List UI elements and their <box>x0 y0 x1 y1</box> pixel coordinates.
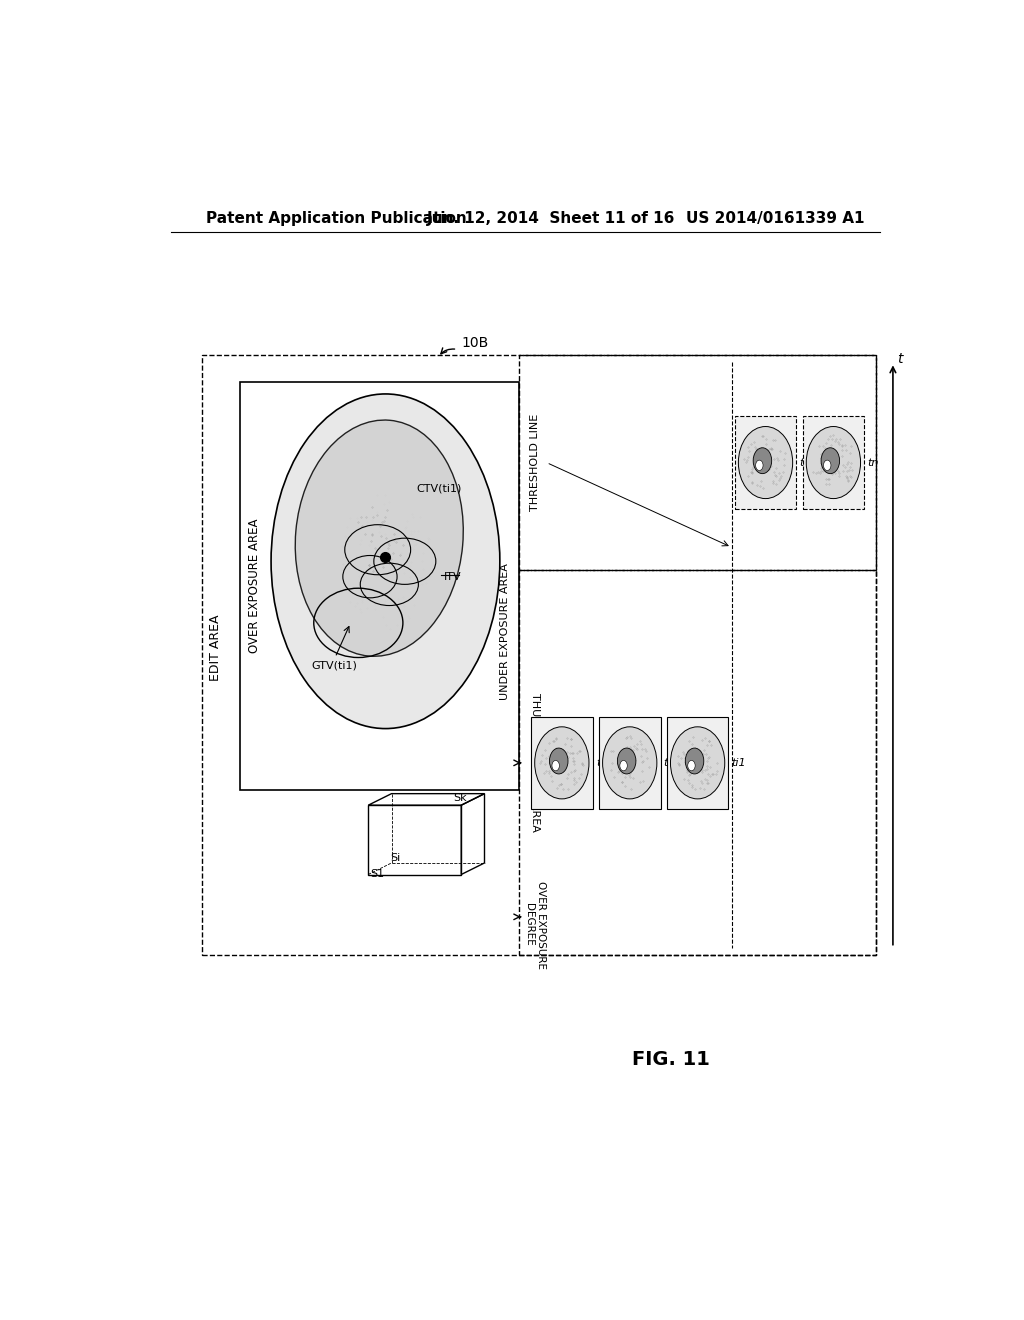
Ellipse shape <box>535 727 589 799</box>
Bar <box>734 416 797 508</box>
Text: t2: t2 <box>664 758 675 768</box>
Text: UNDER EXPOSURE AREA: UNDER EXPOSURE AREA <box>501 564 510 701</box>
Text: ti1: ti1 <box>731 758 746 768</box>
Ellipse shape <box>738 426 793 499</box>
Ellipse shape <box>823 461 830 470</box>
Bar <box>667 717 728 809</box>
Text: EDIT AREA: EDIT AREA <box>209 614 222 681</box>
Text: ITV: ITV <box>443 572 461 582</box>
Bar <box>519 570 876 956</box>
Text: US 2014/0161339 A1: US 2014/0161339 A1 <box>686 211 864 226</box>
Text: t1: t1 <box>596 758 607 768</box>
Text: Jun. 12, 2014  Sheet 11 of 16: Jun. 12, 2014 Sheet 11 of 16 <box>426 211 675 226</box>
Ellipse shape <box>806 426 860 499</box>
Text: FIG. 11: FIG. 11 <box>632 1049 710 1069</box>
Ellipse shape <box>550 748 568 774</box>
Ellipse shape <box>821 447 840 474</box>
Text: 10B: 10B <box>461 337 488 350</box>
Bar <box>202 355 876 956</box>
Ellipse shape <box>756 461 763 470</box>
Text: THUMBNAIL IMAGE AREA: THUMBNAIL IMAGE AREA <box>529 693 540 833</box>
Text: GTV(ti1): GTV(ti1) <box>312 660 357 671</box>
Text: OVER EXPOSURE AREA: OVER EXPOSURE AREA <box>248 519 261 653</box>
Ellipse shape <box>552 760 559 771</box>
Ellipse shape <box>295 420 463 656</box>
Text: Sk: Sk <box>454 793 467 804</box>
Ellipse shape <box>602 727 656 799</box>
Bar <box>519 355 876 570</box>
Text: OVER EXPOSURE
DEGREE: OVER EXPOSURE DEGREE <box>524 880 546 969</box>
Text: ti1+1: ti1+1 <box>800 458 830 467</box>
Text: tn: tn <box>867 458 879 467</box>
Text: THRESHOLD LINE: THRESHOLD LINE <box>529 414 540 511</box>
Ellipse shape <box>620 760 628 771</box>
Text: Si: Si <box>390 853 400 863</box>
Bar <box>241 381 519 789</box>
Text: Patent Application Publication: Patent Application Publication <box>206 211 466 226</box>
Text: t: t <box>897 351 902 366</box>
Text: CTV(ti1): CTV(ti1) <box>417 483 462 494</box>
Ellipse shape <box>271 393 500 729</box>
Ellipse shape <box>685 748 703 774</box>
Ellipse shape <box>754 447 772 474</box>
Text: S1: S1 <box>370 869 384 879</box>
Bar <box>599 717 660 809</box>
Bar <box>803 416 864 508</box>
Ellipse shape <box>671 727 725 799</box>
Ellipse shape <box>688 760 695 771</box>
Bar <box>531 717 593 809</box>
Ellipse shape <box>617 748 636 774</box>
